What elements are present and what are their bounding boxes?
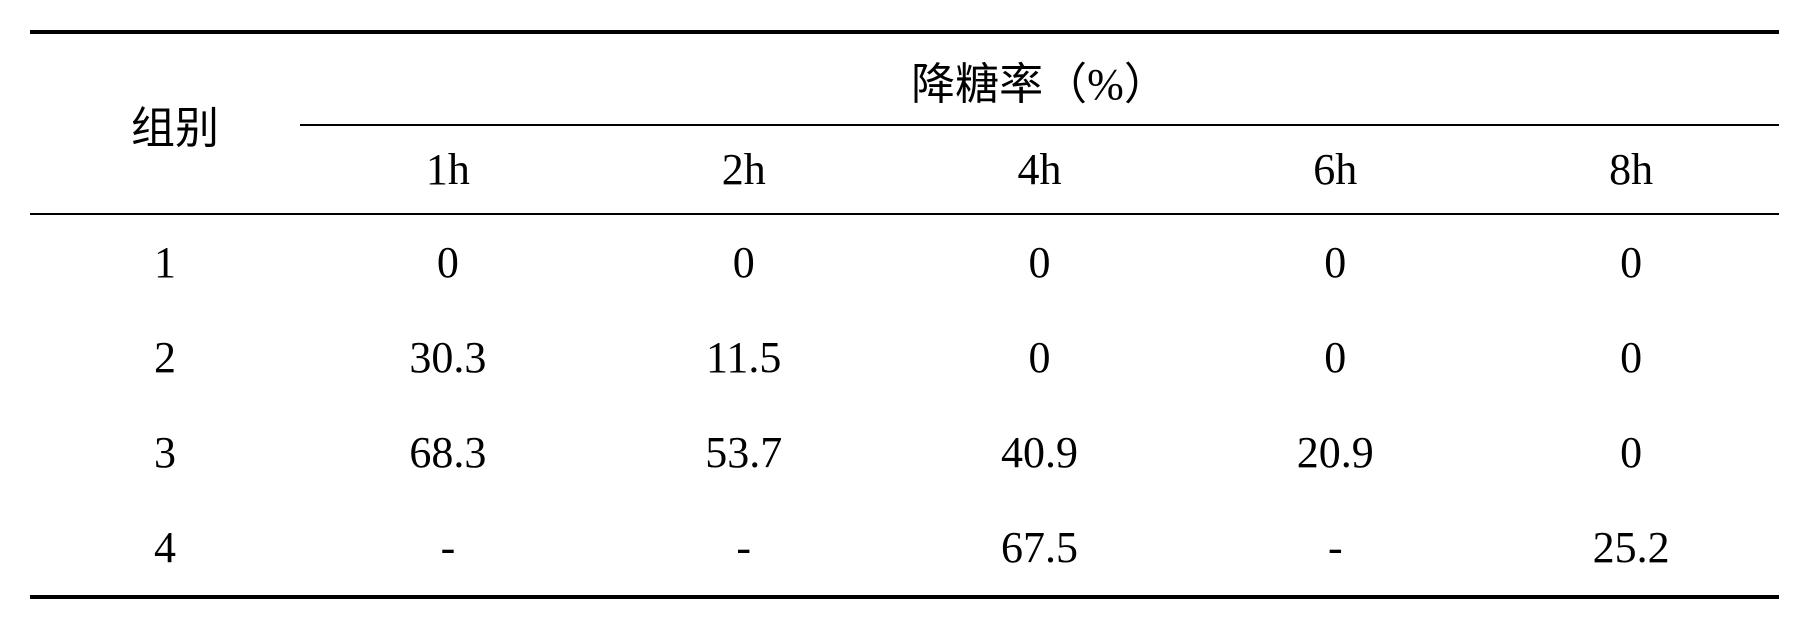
cell: 11.5 [596, 310, 892, 405]
cell: 0 [1187, 310, 1483, 405]
cell: 25.2 [1483, 500, 1779, 597]
table-row: 4 - - 67.5 - 25.2 [30, 500, 1779, 597]
spanner-header: 降糖率（%） [300, 32, 1779, 126]
cell: 0 [1187, 214, 1483, 310]
col-header-1h: 1h [300, 126, 596, 214]
table-row: 2 30.3 11.5 0 0 0 [30, 310, 1779, 405]
col-header-2h: 2h [596, 126, 892, 214]
row-label: 4 [30, 500, 300, 597]
table-container: 组别 降糖率（%） 1h 2h 4h 6h 8h 1 0 0 0 0 0 2 [30, 30, 1779, 599]
col-header-8h: 8h [1483, 126, 1779, 214]
col-header-6h: 6h [1187, 126, 1483, 214]
header-row-1: 组别 降糖率（%） [30, 32, 1779, 126]
cell: - [1187, 500, 1483, 597]
cell: 30.3 [300, 310, 596, 405]
cell: 0 [1483, 310, 1779, 405]
row-label: 2 [30, 310, 300, 405]
data-table: 组别 降糖率（%） 1h 2h 4h 6h 8h 1 0 0 0 0 0 2 [30, 30, 1779, 599]
cell: 0 [300, 214, 596, 310]
cell: 0 [1483, 214, 1779, 310]
cell: 0 [892, 310, 1188, 405]
cell: - [300, 500, 596, 597]
cell: 0 [596, 214, 892, 310]
cell: 53.7 [596, 405, 892, 500]
cell: 0 [892, 214, 1188, 310]
col-header-4h: 4h [892, 126, 1188, 214]
row-label: 3 [30, 405, 300, 500]
row-label: 1 [30, 214, 300, 310]
table-row: 3 68.3 53.7 40.9 20.9 0 [30, 405, 1779, 500]
cell: 68.3 [300, 405, 596, 500]
table-row: 1 0 0 0 0 0 [30, 214, 1779, 310]
cell: 67.5 [892, 500, 1188, 597]
cell: - [596, 500, 892, 597]
row-label-header: 组别 [30, 32, 300, 214]
cell: 20.9 [1187, 405, 1483, 500]
cell: 40.9 [892, 405, 1188, 500]
cell: 0 [1483, 405, 1779, 500]
